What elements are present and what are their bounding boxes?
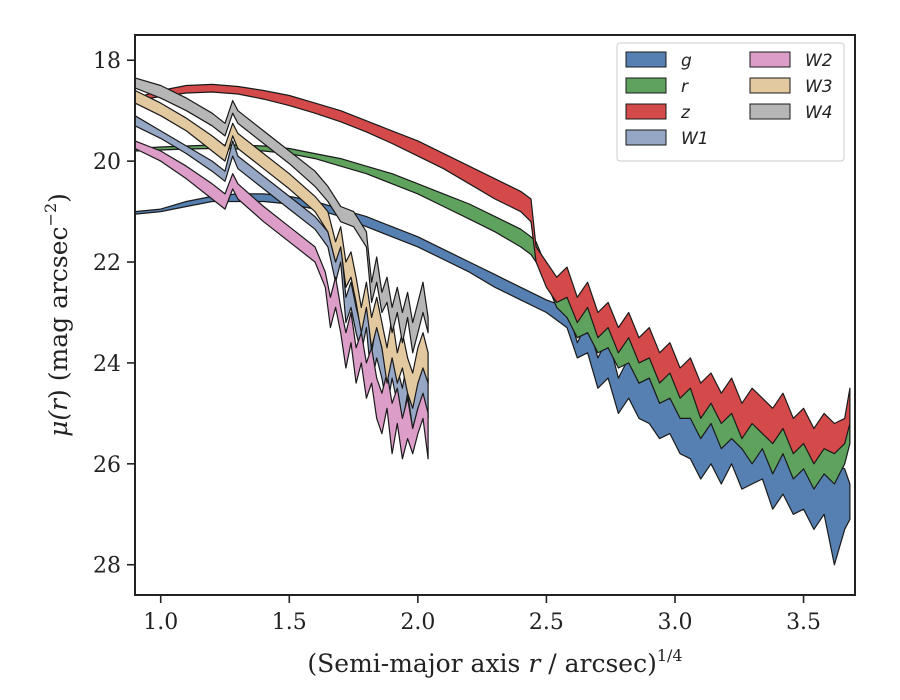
y-axis-label: μ(r) (mag arcsec−2) bbox=[41, 193, 73, 437]
legend-swatch-z bbox=[625, 103, 667, 120]
legend-swatch-W2 bbox=[749, 51, 791, 68]
legend-swatch-W4 bbox=[749, 103, 791, 120]
x-tick-label: 1.0 bbox=[143, 610, 178, 635]
legend-swatch-W3 bbox=[749, 77, 791, 94]
legend: grz W1 W2 W3 W4 bbox=[616, 42, 845, 162]
legend-swatch-g bbox=[625, 51, 667, 68]
legend-label-W4: W4 bbox=[805, 103, 833, 123]
x-tick-label: 3.5 bbox=[786, 610, 821, 635]
x-tick-label: 1.5 bbox=[272, 610, 307, 635]
ticks-layer: 1.0 1.5 2.0 2.5 3.0 3.5 18 20 22 24 26 28 bbox=[93, 49, 821, 635]
band-W4 bbox=[134, 77, 429, 354]
y-tick-label: 26 bbox=[93, 453, 121, 478]
plot-frame bbox=[134, 34, 856, 596]
x-tick-label: 2.0 bbox=[400, 610, 435, 635]
y-tick-label: 18 bbox=[93, 49, 121, 74]
legend-box bbox=[616, 42, 845, 162]
legend-label-z: z bbox=[680, 103, 691, 123]
legend-label-g: g bbox=[681, 51, 692, 71]
band-g bbox=[134, 193, 851, 566]
y-tick-label: 22 bbox=[93, 251, 121, 276]
y-tick-label: 20 bbox=[93, 150, 121, 175]
band-W3 bbox=[134, 89, 429, 409]
x-tick-label: 3.0 bbox=[658, 610, 693, 635]
band-z bbox=[134, 83, 851, 465]
band-W2 bbox=[134, 140, 429, 460]
legend-label-r: r bbox=[681, 77, 689, 97]
legend-label-W3: W3 bbox=[805, 77, 833, 97]
legend-label-W2: W2 bbox=[805, 51, 833, 71]
legend-label-W1: W1 bbox=[681, 129, 709, 149]
x-axis-label: (Semi-major axis r / arcsec)1/4 bbox=[307, 646, 682, 678]
y-tick-label: 28 bbox=[93, 554, 121, 579]
legend-swatch-W1 bbox=[625, 129, 667, 146]
legend-swatch-r bbox=[625, 77, 667, 94]
y-tick-label: 24 bbox=[93, 352, 121, 377]
bands-layer bbox=[134, 77, 851, 566]
x-tick-label: 2.5 bbox=[529, 610, 564, 635]
